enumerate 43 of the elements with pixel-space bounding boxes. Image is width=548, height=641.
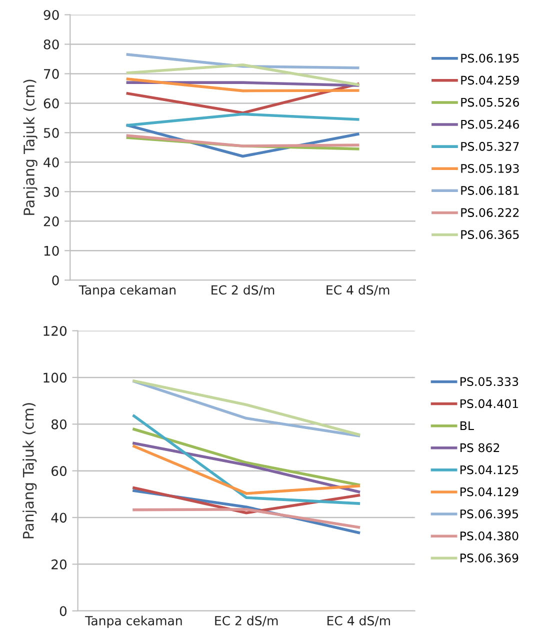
y-tick-label: 60 xyxy=(44,98,59,108)
y-tick-label: 30 xyxy=(44,186,59,197)
x-tick-label: Tanpa cekaman xyxy=(78,284,176,298)
legend-label: PS.04.125 xyxy=(460,465,518,474)
legend-label: PS.06.365 xyxy=(461,230,519,240)
x-tick-label: EC 4 dS/m xyxy=(328,616,390,626)
y-tick-label: 80 xyxy=(44,39,59,50)
x-tick-label: Tanpa cekaman xyxy=(85,616,182,628)
y-tick-label: 90 xyxy=(44,10,59,20)
y-tick-label: 0 xyxy=(60,606,67,616)
y-tick-label: 0 xyxy=(52,275,59,286)
y-tick-label: 50 xyxy=(44,128,59,138)
legend-label: PS 862 xyxy=(460,443,500,452)
x-tick-label: EC 2 dS/m xyxy=(215,616,278,626)
y-axis-title: Panjang Tajuk (cm) xyxy=(22,403,37,538)
legend-label: PS.06.181 xyxy=(461,186,519,195)
legend-label: PS.05.333 xyxy=(460,377,518,386)
y-tick-label: 120 xyxy=(44,326,67,336)
legend-label: PS.06.369 xyxy=(460,554,518,562)
y-tick-label: 40 xyxy=(44,157,59,168)
legend-label: PS.06.222 xyxy=(461,208,519,218)
legend-label: PS.04.259 xyxy=(461,76,519,85)
y-tick-label: 100 xyxy=(44,372,67,383)
x-tick-label: EC 4 dS/m xyxy=(326,284,390,296)
y-tick-label: 20 xyxy=(44,216,59,226)
legend-label: PS.04.129 xyxy=(460,487,518,496)
legend-label: PS.04.380 xyxy=(460,531,518,540)
legend-label: PS.05.526 xyxy=(461,98,519,107)
y-tick-label: 80 xyxy=(52,419,67,430)
y-axis-title: Panjang Tajuk (cm) xyxy=(23,80,38,215)
legend-label: PS.06.195 xyxy=(461,54,519,63)
y-tick-label: 60 xyxy=(52,466,67,476)
legend-label: PS.05.327 xyxy=(461,142,519,151)
y-tick-label: 20 xyxy=(52,559,67,570)
legend-label: PS.06.395 xyxy=(460,509,518,518)
y-tick-label: 70 xyxy=(44,68,59,79)
legend-label: PS.04.401 xyxy=(460,399,518,408)
legend-label: BL xyxy=(460,421,474,430)
y-tick-label: 10 xyxy=(44,246,59,256)
y-tick-label: 40 xyxy=(51,512,67,523)
x-tick-label: EC 2 dS/m xyxy=(212,284,274,296)
legend-label: PS.05.193 xyxy=(461,164,519,173)
legend-label: PS.05.246 xyxy=(461,120,519,129)
